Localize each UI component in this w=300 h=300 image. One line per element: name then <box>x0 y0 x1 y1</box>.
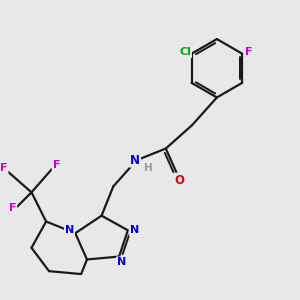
Text: O: O <box>174 174 184 187</box>
Text: N: N <box>130 225 139 235</box>
Text: N: N <box>130 154 140 167</box>
Text: F: F <box>245 47 252 57</box>
Text: N: N <box>65 225 74 235</box>
Text: H: H <box>145 163 153 172</box>
Text: F: F <box>9 203 16 213</box>
Text: F: F <box>0 164 8 173</box>
Text: Cl: Cl <box>179 47 191 57</box>
Text: N: N <box>117 257 126 267</box>
Text: F: F <box>52 160 60 170</box>
